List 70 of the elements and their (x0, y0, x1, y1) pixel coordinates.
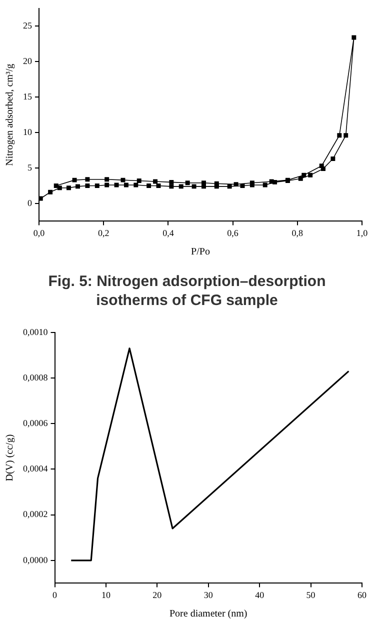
point (298, 176, 303, 181)
x-tick-label: 0,6 (227, 228, 239, 238)
x-tick-label: 0,2 (98, 228, 110, 238)
point (124, 182, 128, 188)
point (156, 183, 161, 188)
point (169, 180, 174, 184)
x-tick-label: 30 (204, 590, 214, 600)
y-tick-label: 15 (23, 91, 32, 102)
y-tick-label: 10 (23, 126, 32, 137)
point (94, 183, 100, 188)
y-tick-label: 5 (28, 162, 32, 172)
point (330, 156, 336, 162)
y-tick-label: 25 (23, 20, 32, 30)
point (308, 172, 313, 178)
point (240, 183, 245, 188)
x-tick-label: 60 (358, 590, 367, 600)
point (169, 184, 174, 189)
point (214, 181, 219, 186)
y-tick-label: 20 (23, 56, 32, 66)
point (269, 179, 274, 184)
point (66, 186, 71, 190)
y-tick-label: 0,0006 (23, 418, 48, 428)
point (344, 133, 348, 138)
x-axis-title: P/Po (191, 246, 210, 258)
point (146, 183, 152, 188)
x-tick-label: 0 (52, 590, 58, 600)
point (54, 183, 58, 188)
point (72, 178, 77, 182)
caption: Fig. 5: Nitrogen adsorption–desorption isotherms of CFG sample (47, 272, 327, 311)
y-tick-label: 0,0000 (23, 554, 48, 565)
point (192, 184, 196, 189)
x-tick-label: 1,0 (356, 228, 368, 238)
point (136, 178, 142, 184)
point (76, 184, 80, 189)
point (234, 182, 238, 187)
x-tick-label: 10 (101, 590, 111, 600)
point (120, 178, 126, 182)
y-tick-label: 0,0008 (23, 372, 48, 382)
y-axis-title: Nitrogen adsorbed, cm³/g (4, 64, 16, 166)
point (85, 177, 90, 182)
point (302, 172, 306, 178)
point (201, 180, 206, 186)
point (352, 35, 356, 40)
point (262, 182, 268, 188)
point (104, 177, 110, 182)
point (114, 182, 119, 188)
x-tick-label: 0,8 (292, 228, 304, 238)
x-tick-label: 50 (306, 590, 316, 600)
point (337, 133, 342, 138)
x-tick-label: 20 (152, 590, 162, 600)
y-tick-label: 0,0002 (23, 509, 48, 520)
x-tick-label: 0,0 (33, 228, 46, 238)
point (48, 190, 53, 194)
point (319, 164, 324, 168)
x-tick-label: 0,4 (162, 228, 174, 238)
y-tick-label: 0,0004 (23, 464, 48, 474)
x-axis-title: Pore diameter (nm) (170, 608, 248, 620)
point (57, 186, 62, 190)
point (39, 196, 43, 201)
point (85, 183, 90, 188)
y-tick-label: 0 (28, 198, 32, 208)
point (185, 180, 190, 186)
y-tick-label: 0,0010 (23, 326, 48, 337)
point (153, 179, 158, 184)
point (178, 184, 184, 189)
point (104, 182, 110, 188)
x-tick-label: 40 (255, 590, 265, 600)
y-axis-title: D(V) (cc/g) (4, 434, 16, 482)
point (134, 182, 138, 188)
point (227, 184, 232, 189)
